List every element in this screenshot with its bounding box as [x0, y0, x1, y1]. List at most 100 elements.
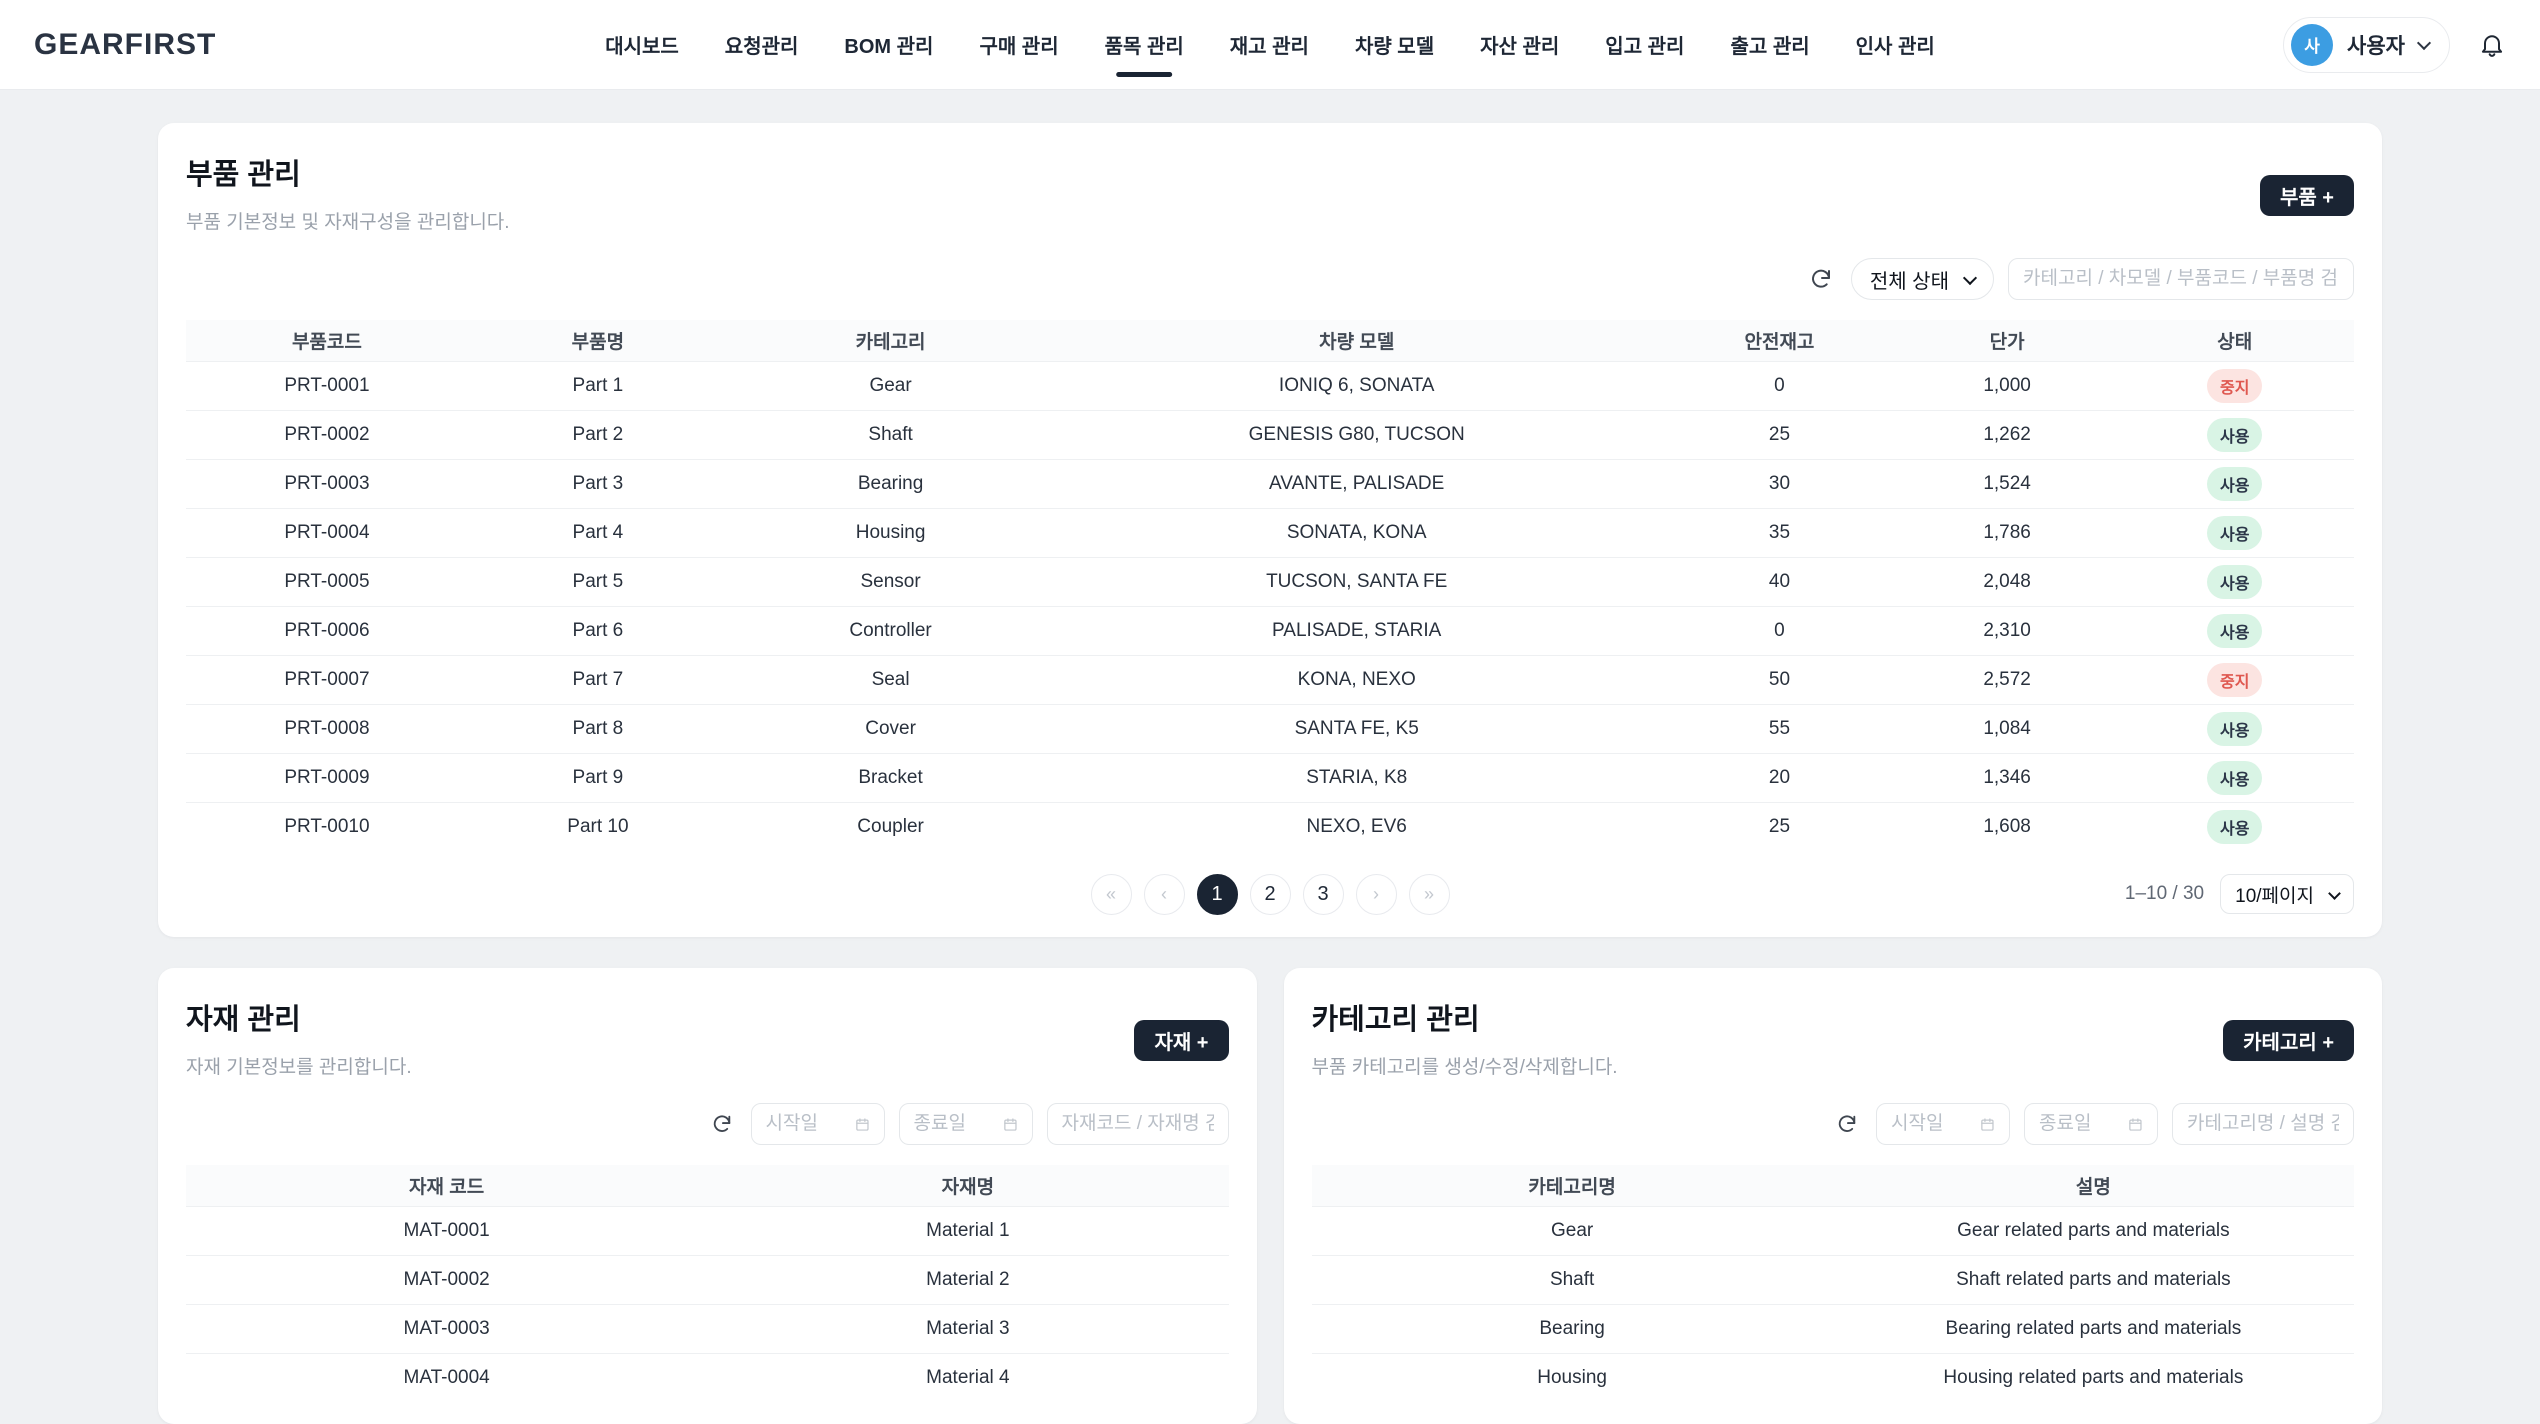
start-date-input[interactable]	[1891, 1113, 1973, 1135]
nav-item[interactable]: 대시보드	[605, 36, 679, 58]
materials-search-box	[1046, 1103, 1229, 1145]
part-category-cell: Bearing	[727, 458, 1054, 508]
add-material-button[interactable]: 자재 +	[1134, 1020, 1229, 1061]
category-name-cell: Gear	[1311, 1205, 1833, 1255]
table-row[interactable]: MAT-0001 Material 1	[186, 1205, 1229, 1255]
table-row[interactable]: PRT-0009 Part 9 Bracket STARIA, K8 20 1,…	[186, 752, 2354, 802]
bell-icon[interactable]	[2478, 31, 2506, 59]
table-row[interactable]: PRT-0001 Part 1 Gear IONIQ 6, SONATA 0 1…	[186, 360, 2354, 410]
part-category-cell: Seal	[727, 654, 1054, 704]
refresh-button[interactable]	[1832, 1109, 1862, 1139]
parts-column-header: 안전재고	[1660, 320, 1899, 361]
part-code-cell: PRT-0010	[186, 801, 468, 851]
user-menu[interactable]: 사 사용자	[2283, 16, 2450, 73]
part-code-cell: PRT-0002	[186, 409, 468, 459]
main-nav: 대시보드 요청관리 BOM 관리 구매 관리 품목 관리 재고 관리 차량 모델 자산 관리 입…	[605, 0, 1935, 89]
table-row[interactable]: PRT-0003 Part 3 Bearing AVANTE, PALISADE…	[186, 458, 2354, 508]
materials-column-header: 자재명	[707, 1165, 1229, 1206]
part-price-cell: 1,524	[1898, 458, 2116, 508]
pagination-button[interactable]: ›	[1355, 873, 1397, 915]
part-code-cell: PRT-0007	[186, 654, 468, 704]
table-row[interactable]: MAT-0002 Material 2	[186, 1254, 1229, 1304]
topbar-right: 사 사용자	[2283, 16, 2506, 73]
table-row[interactable]: Bearing Bearing related parts and materi…	[1311, 1303, 2354, 1353]
status-filter-select[interactable]: 전체 상태	[1850, 258, 1994, 300]
pagination-button[interactable]: 3	[1302, 873, 1344, 915]
add-part-button[interactable]: 부품 +	[2259, 175, 2354, 216]
pagination-button[interactable]: ‹	[1143, 873, 1185, 915]
part-price-cell: 2,572	[1898, 654, 2116, 704]
categories-subtitle: 부품 카테고리를 생성/수정/삭제합니다.	[1311, 1057, 1618, 1078]
category-description-cell: Bearing related parts and materials	[1832, 1303, 2354, 1353]
part-code-cell: PRT-0005	[186, 556, 468, 606]
parts-search-input[interactable]	[2023, 268, 2339, 290]
part-status-cell: 사용	[2115, 801, 2354, 851]
nav-item[interactable]: BOM 관리	[844, 36, 934, 58]
categories-table: 카테고리명 설명 Gear Gear related parts and mate…	[1311, 1165, 2354, 1402]
table-row[interactable]: MAT-0003 Material 3	[186, 1303, 1229, 1353]
nav-item[interactable]: 자산 관리	[1480, 36, 1560, 58]
nav-item[interactable]: 입고 관리	[1605, 36, 1685, 58]
table-row[interactable]: PRT-0007 Part 7 Seal KONA, NEXO 50 2,572…	[186, 654, 2354, 704]
table-row[interactable]: Housing Housing related parts and materi…	[1311, 1352, 2354, 1402]
part-name-cell: Part 6	[467, 605, 728, 655]
categories-search-input[interactable]	[2187, 1113, 2339, 1135]
part-status-cell: 중지	[2115, 360, 2354, 410]
part-safety-stock-cell: 50	[1660, 654, 1899, 704]
part-category-cell: Shaft	[727, 409, 1054, 459]
nav-item[interactable]: 재고 관리	[1229, 36, 1309, 58]
end-date-input[interactable]	[2039, 1113, 2121, 1135]
status-badge: 사용	[2207, 760, 2263, 795]
table-row[interactable]: PRT-0002 Part 2 Shaft GENESIS G80, TUCSO…	[186, 409, 2354, 459]
materials-search-input[interactable]	[1061, 1113, 1214, 1135]
refresh-button[interactable]	[707, 1109, 737, 1139]
nav-item[interactable]: 출고 관리	[1730, 36, 1810, 58]
add-category-button[interactable]: 카테고리 +	[2223, 1020, 2354, 1061]
category-description-cell: Gear related parts and materials	[1832, 1205, 2354, 1255]
nav-item[interactable]: 품목 관리	[1105, 0, 1184, 89]
materials-column-header: 자재 코드	[186, 1165, 708, 1206]
chevron-down-icon	[2416, 35, 2432, 50]
part-code-cell: PRT-0003	[186, 458, 468, 508]
status-badge: 사용	[2207, 417, 2263, 452]
pagination-button[interactable]: 1	[1196, 873, 1238, 915]
table-row[interactable]: PRT-0005 Part 5 Sensor TUCSON, SANTA FE …	[186, 556, 2354, 606]
part-safety-stock-cell: 30	[1660, 458, 1899, 508]
page-size-select[interactable]: 10/페이지	[2220, 874, 2354, 914]
table-row[interactable]: PRT-0006 Part 6 Controller PALISADE, STA…	[186, 605, 2354, 655]
table-row[interactable]: Shaft Shaft related parts and materials	[1311, 1254, 2354, 1304]
table-row[interactable]: PRT-0004 Part 4 Housing SONATA, KONA 35 …	[186, 507, 2354, 557]
nav-item[interactable]: 인사 관리	[1855, 36, 1935, 58]
parts-table: 부품코드 부품명 카테고리 차량 모델 안전재고 단가 상태 PRT-0001 Part 1…	[186, 320, 2354, 851]
pagination-button[interactable]: »	[1408, 873, 1450, 915]
category-description-cell: Housing related parts and materials	[1832, 1352, 2354, 1402]
part-code-cell: PRT-0009	[186, 752, 468, 802]
part-category-cell: Bracket	[727, 752, 1054, 802]
parts-table-header-row: 부품코드 부품명 카테고리 차량 모델 안전재고 단가 상태	[186, 320, 2354, 361]
nav-item[interactable]: 구매 관리	[979, 36, 1059, 58]
part-safety-stock-cell: 35	[1660, 507, 1899, 557]
table-row[interactable]: Gear Gear related parts and materials	[1311, 1205, 2354, 1255]
table-row[interactable]: PRT-0008 Part 8 Cover SANTA FE, K5 55 1,…	[186, 703, 2354, 753]
part-models-cell: KONA, NEXO	[1053, 654, 1661, 704]
part-status-cell: 사용	[2115, 703, 2354, 753]
nav-item[interactable]: 차량 모델	[1354, 36, 1435, 58]
page-title: 부품 관리	[186, 159, 301, 191]
categories-table-header-row: 카테고리명 설명	[1311, 1165, 2354, 1206]
pagination-button[interactable]: 2	[1249, 873, 1291, 915]
table-row[interactable]: MAT-0004 Material 4	[186, 1352, 1229, 1402]
pagination-range: 1–10 / 30	[2124, 883, 2205, 904]
part-status-cell: 사용	[2115, 605, 2354, 655]
categories-filter-bar	[1312, 1103, 2354, 1145]
pagination-info: 1–10 / 30 10/페이지	[2125, 874, 2354, 914]
part-models-cell: GENESIS G80, TUCSON	[1053, 409, 1661, 459]
refresh-button[interactable]	[1805, 263, 1837, 295]
part-status-cell: 사용	[2115, 507, 2354, 557]
pagination-button[interactable]: «	[1090, 873, 1132, 915]
part-name-cell: Part 3	[467, 458, 728, 508]
part-price-cell: 1,786	[1898, 507, 2116, 557]
table-row[interactable]: PRT-0010 Part 10 Coupler NEXO, EV6 25 1,…	[186, 801, 2354, 851]
end-date-input[interactable]	[913, 1113, 995, 1135]
nav-item[interactable]: 요청관리	[724, 36, 799, 58]
start-date-input[interactable]	[765, 1113, 847, 1135]
